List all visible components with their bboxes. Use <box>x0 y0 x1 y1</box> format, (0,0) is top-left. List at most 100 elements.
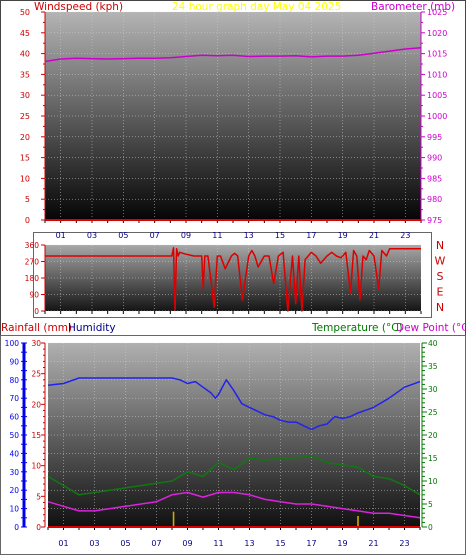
dewpoint-line <box>47 491 421 519</box>
temp-x-tick-label: 11 <box>213 539 223 548</box>
x-tick-label: 07 <box>150 231 160 240</box>
x-tick-label: 19 <box>338 231 348 240</box>
wind-tick-label: 50 <box>20 8 30 17</box>
baro-tick-label: 1015 <box>427 50 447 59</box>
dir-tick-label: 180 <box>25 274 40 283</box>
dewpoint-axis-title: Dew Point (°C) <box>396 322 466 334</box>
baro-tick-label: 1010 <box>427 70 447 79</box>
wind-tick-label: 20 <box>20 133 30 142</box>
humidity-tick-label: 60 <box>9 413 19 422</box>
humidity-axis-title: Humidity <box>68 322 116 334</box>
humidity-tick-label: 0 <box>14 523 19 532</box>
x-tick-label: 01 <box>56 231 66 240</box>
rainfall-axis-title: Rainfall (mm) <box>1 322 72 334</box>
x-tick-label: 05 <box>118 231 128 240</box>
temp-x-tick-label: 23 <box>399 539 409 548</box>
wind-direction-axes: 0 90 180 270 360 <box>25 241 422 316</box>
wind-tick-label: 0 <box>25 216 30 225</box>
x-tick-label: 03 <box>87 231 97 240</box>
wind-tick-label: 30 <box>20 91 30 100</box>
wind-direction-panel-border <box>33 232 432 318</box>
x-tick-label: 13 <box>244 231 254 240</box>
dir-tick-label: 0 <box>34 307 39 316</box>
x-tick-label: 21 <box>369 231 379 240</box>
x-tick-label: 15 <box>275 231 285 240</box>
temp-x-tick-label: 03 <box>89 539 99 548</box>
temp-tick-label: 5 <box>428 500 433 509</box>
compass-label: S <box>437 270 444 283</box>
x-tick-label: 09 <box>181 231 191 240</box>
rain-tick-label: 15 <box>31 431 41 440</box>
humidity-tick-label: 30 <box>9 468 19 477</box>
baro-tick-label: 1020 <box>427 29 447 38</box>
temp-tick-label: 30 <box>428 385 438 394</box>
baro-tick-label: 995 <box>427 133 442 142</box>
wind-barometer-plot-area <box>45 12 421 220</box>
temp-x-tick-label: 01 <box>58 539 68 548</box>
humidity-tick-label: 100 <box>5 339 20 348</box>
humidity-line <box>47 377 421 431</box>
temp-tick-label: 35 <box>428 362 438 371</box>
baro-tick-label: 975 <box>427 216 442 225</box>
dir-tick-label: 90 <box>29 291 39 300</box>
dir-tick-label: 270 <box>25 258 40 267</box>
wind-tick-label: 5 <box>25 195 30 204</box>
temp-tick-label: 15 <box>428 454 438 463</box>
temp-tick-label: 0 <box>428 523 433 532</box>
temp-x-tick-label: 15 <box>275 539 285 548</box>
baro-tick-label: 1025 <box>427 8 447 17</box>
humidity-tick-label: 70 <box>9 394 19 403</box>
wind-tick-label: 45 <box>20 29 30 38</box>
temp-x-tick-label: 13 <box>244 539 254 548</box>
temperature-axis-title: Temperature (°C) <box>311 322 403 334</box>
temperature-axes: 0102030405060708090100051015202530051015… <box>5 339 438 548</box>
temp-tick-label: 25 <box>428 408 438 417</box>
humidity-tick-label: 40 <box>9 449 19 458</box>
humidity-tick-label: 20 <box>9 486 19 495</box>
wind-tick-label: 15 <box>20 154 30 163</box>
wind-tick-label: 35 <box>20 70 30 79</box>
temp-x-tick-label: 19 <box>337 539 347 548</box>
humidity-tick-label: 90 <box>9 357 19 366</box>
temperature-line <box>47 454 421 496</box>
barometer-line <box>44 47 422 63</box>
humidity-tick-label: 10 <box>9 505 19 514</box>
rain-tick-label: 30 <box>31 339 41 348</box>
compass-label: W <box>435 255 446 268</box>
dir-tick-label: 360 <box>25 241 40 250</box>
temp-tick-label: 10 <box>428 477 438 486</box>
temp-x-tick-label: 09 <box>182 539 192 548</box>
x-tick-label: 11 <box>212 231 222 240</box>
temp-x-tick-label: 21 <box>368 539 378 548</box>
rain-tick-label: 5 <box>36 492 41 501</box>
temp-x-tick-label: 07 <box>151 539 161 548</box>
baro-tick-label: 990 <box>427 154 442 163</box>
rain-bar <box>357 515 359 527</box>
x-tick-label: 17 <box>306 231 316 240</box>
temp-tick-label: 20 <box>428 431 438 440</box>
temp-x-tick-label: 05 <box>120 539 130 548</box>
x-tick-label: 23 <box>400 231 410 240</box>
temp-tick-label: 40 <box>428 339 438 348</box>
baro-tick-label: 980 <box>427 195 442 204</box>
temp-x-tick-label: 17 <box>306 539 316 548</box>
wind-barometer-axes: 0 975 5 980 10 985 15 990 20 995 25 1000 30 1005 35 101… <box>20 8 448 240</box>
series-layer <box>44 47 422 528</box>
wind-direction-line <box>45 247 421 312</box>
barometer-axis-title: Barometer (mb) <box>371 1 455 13</box>
rain-tick-label: 20 <box>31 400 41 409</box>
compass-label: N <box>436 239 444 252</box>
rain-bar <box>172 511 175 527</box>
rain-tick-label: 25 <box>31 370 41 379</box>
humidity-tick-label: 50 <box>9 431 19 440</box>
compass-label: E <box>437 286 444 299</box>
rain-tick-label: 10 <box>31 462 41 471</box>
wind-tick-label: 40 <box>20 50 30 59</box>
compass-label: N <box>436 301 444 314</box>
windspeed-axis-title: Windspeed (kph) <box>34 1 123 13</box>
rain-tick-label: 0 <box>36 523 41 532</box>
chart-title: 24 hour graph day May 04 2025 <box>172 1 341 13</box>
